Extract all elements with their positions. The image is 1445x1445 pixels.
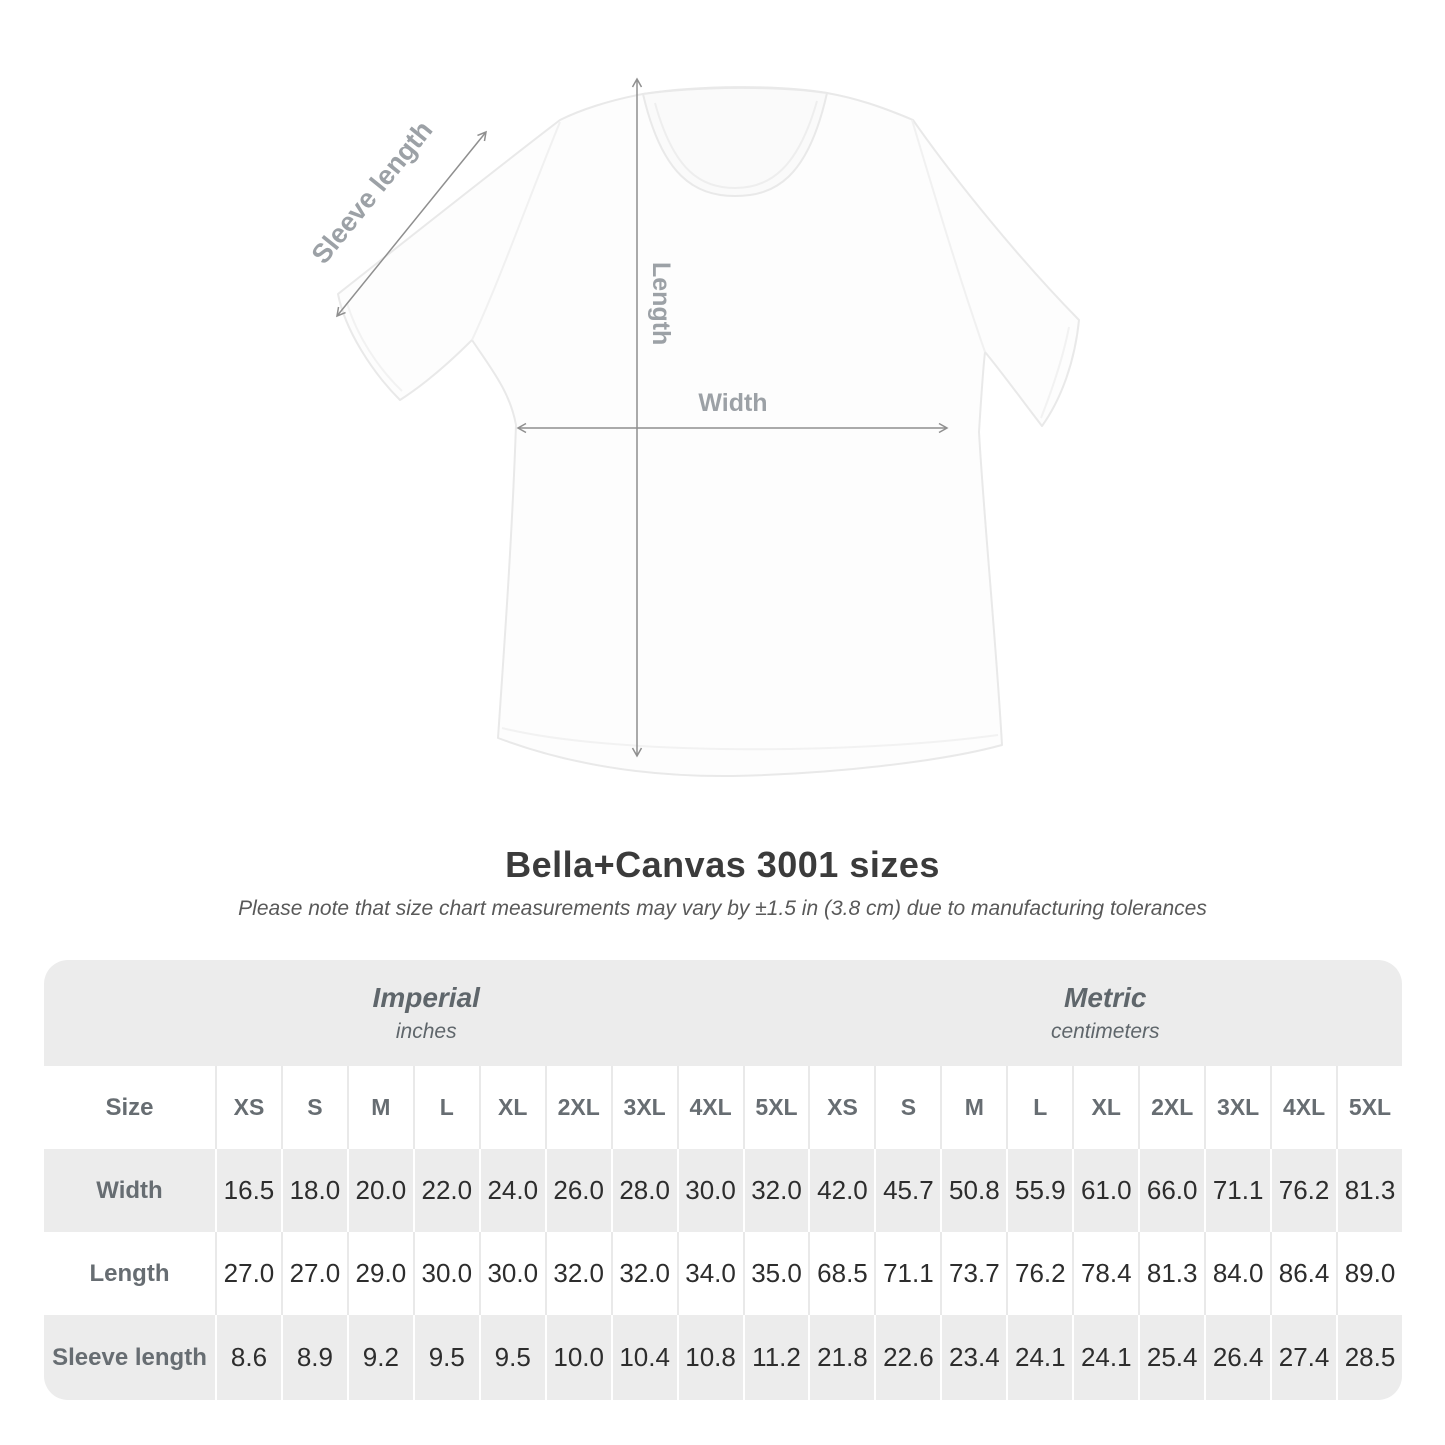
tshirt-illustration <box>337 86 1080 778</box>
measurement-value-imperial: 22.0 <box>412 1149 479 1232</box>
measurement-value-metric: 81.3 <box>1336 1149 1402 1232</box>
measurement-value-imperial: 16.5 <box>215 1149 281 1232</box>
measurement-value-imperial: 8.6 <box>215 1315 281 1400</box>
measurement-value-imperial: 10.4 <box>610 1315 677 1400</box>
size-header-metric: XL <box>1072 1066 1139 1149</box>
measurement-value-metric: 68.5 <box>808 1232 875 1315</box>
measurement-value-imperial: 30.0 <box>676 1149 743 1232</box>
measurement-value-metric: 23.4 <box>940 1315 1007 1400</box>
length-dimension-label: Length <box>647 262 675 345</box>
measurement-value-imperial: 11.2 <box>742 1315 809 1400</box>
size-header-metric: 3XL <box>1204 1066 1271 1149</box>
size-header-imperial: 3XL <box>610 1066 677 1149</box>
measurement-value-metric: 26.4 <box>1204 1315 1271 1400</box>
imperial-section-unit: inches <box>395 1020 457 1043</box>
measurement-value-imperial: 9.5 <box>478 1315 545 1400</box>
measurement-value-imperial: 30.0 <box>478 1232 545 1315</box>
measurement-value-imperial: 10.0 <box>544 1315 611 1400</box>
measurement-value-metric: 78.4 <box>1072 1232 1139 1315</box>
measurement-value-metric: 21.8 <box>808 1315 875 1400</box>
title-block: Bella+Canvas 3001 sizes Please note that… <box>0 844 1445 922</box>
size-header-metric: L <box>1006 1066 1073 1149</box>
measurement-value-metric: 25.4 <box>1138 1315 1205 1400</box>
sleeve-length-arrow <box>336 130 487 318</box>
size-column-header: Size <box>44 1066 215 1149</box>
measurement-value-imperial: 26.0 <box>544 1149 611 1232</box>
tshirt-figure-svg: Sleeve length Length Width <box>306 77 1080 778</box>
size-header-imperial: XS <box>215 1066 281 1149</box>
measurement-value-metric: 76.2 <box>1270 1149 1337 1232</box>
measurement-value-imperial: 32.0 <box>544 1232 611 1315</box>
measurement-value-imperial: 32.0 <box>610 1232 677 1315</box>
measurement-row-label: Sleeve length <box>44 1315 215 1400</box>
size-header-imperial: 2XL <box>544 1066 611 1149</box>
measurement-value-imperial: 9.5 <box>412 1315 479 1400</box>
measurement-value-imperial: 34.0 <box>676 1232 743 1315</box>
measurement-value-imperial: 9.2 <box>346 1315 413 1400</box>
measurement-value-metric: 61.0 <box>1072 1149 1139 1232</box>
size-header-metric: 4XL <box>1270 1066 1337 1149</box>
measurement-value-metric: 81.3 <box>1138 1232 1205 1315</box>
measurement-value-imperial: 8.9 <box>280 1315 347 1400</box>
measurement-value-imperial: 27.0 <box>215 1232 281 1315</box>
measurement-value-imperial: 35.0 <box>742 1232 809 1315</box>
size-header-imperial: 5XL <box>742 1066 809 1149</box>
metric-section-unit: centimeters <box>1050 1020 1160 1043</box>
measurement-value-metric: 71.1 <box>1204 1149 1271 1232</box>
measurement-value-imperial: 32.0 <box>742 1149 809 1232</box>
size-header-imperial: S <box>280 1066 347 1149</box>
size-header-metric: 2XL <box>1138 1066 1205 1149</box>
width-dimension-label: Width <box>698 389 767 417</box>
measurement-value-metric: 42.0 <box>808 1149 875 1232</box>
imperial-section-label: Imperial <box>372 982 480 1013</box>
measurement-value-metric: 89.0 <box>1336 1232 1402 1315</box>
measurement-value-imperial: 24.0 <box>478 1149 545 1232</box>
measurement-value-metric: 50.8 <box>940 1149 1007 1232</box>
measurement-value-metric: 28.5 <box>1336 1315 1402 1400</box>
measurement-value-metric: 24.1 <box>1006 1315 1073 1400</box>
measurement-value-imperial: 20.0 <box>346 1149 413 1232</box>
measurement-value-metric: 86.4 <box>1270 1232 1337 1315</box>
size-header-imperial: M <box>346 1066 413 1149</box>
size-header-imperial: 4XL <box>676 1066 743 1149</box>
measurement-value-imperial: 10.8 <box>676 1315 743 1400</box>
measurement-value-metric: 55.9 <box>1006 1149 1073 1232</box>
page-title: Bella+Canvas 3001 sizes <box>505 844 940 885</box>
size-header-metric: 5XL <box>1336 1066 1402 1149</box>
measurement-value-imperial: 29.0 <box>346 1232 413 1315</box>
measurement-value-metric: 84.0 <box>1204 1232 1271 1315</box>
measurement-value-imperial: 28.0 <box>610 1149 677 1232</box>
metric-section-header: Metric centimeters <box>808 960 1402 1066</box>
measurement-row-label: Width <box>44 1149 215 1232</box>
size-header-metric: XS <box>808 1066 875 1149</box>
measurement-value-metric: 27.4 <box>1270 1315 1337 1400</box>
size-header-imperial: L <box>412 1066 479 1149</box>
measurement-row-label: Length <box>44 1232 215 1315</box>
imperial-section-header: Imperial inches <box>44 960 809 1066</box>
measurement-value-metric: 45.7 <box>874 1149 941 1232</box>
measurement-value-metric: 24.1 <box>1072 1315 1139 1400</box>
measurement-value-metric: 71.1 <box>874 1232 941 1315</box>
tshirt-measurement-diagram: Sleeve length Length Width <box>306 77 1080 778</box>
size-header-metric: M <box>940 1066 1007 1149</box>
measurement-value-metric: 76.2 <box>1006 1232 1073 1315</box>
measurement-value-imperial: 18.0 <box>280 1149 347 1232</box>
metric-section-label: Metric <box>1064 982 1147 1013</box>
tolerance-note: Please note that size chart measurements… <box>238 897 1207 920</box>
size-header-imperial: XL <box>478 1066 545 1149</box>
size-table: Imperial inches Metric centimeters Size X… <box>44 960 1402 1400</box>
measurement-value-metric: 66.0 <box>1138 1149 1205 1232</box>
measurement-value-metric: 22.6 <box>874 1315 941 1400</box>
measurement-value-imperial: 27.0 <box>280 1232 347 1315</box>
measurement-value-metric: 73.7 <box>940 1232 1007 1315</box>
measurement-value-imperial: 30.0 <box>412 1232 479 1315</box>
size-header-metric: S <box>874 1066 941 1149</box>
